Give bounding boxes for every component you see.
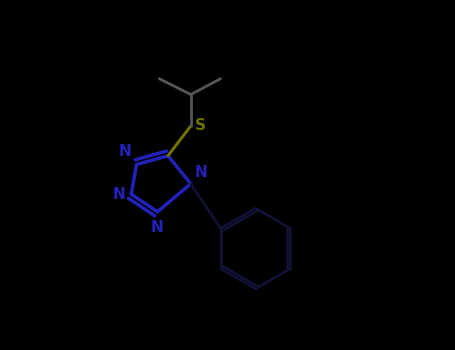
Text: S: S: [195, 119, 206, 133]
Text: N: N: [151, 220, 164, 236]
Text: N: N: [112, 187, 125, 202]
Text: N: N: [118, 144, 131, 159]
Text: N: N: [195, 165, 207, 180]
